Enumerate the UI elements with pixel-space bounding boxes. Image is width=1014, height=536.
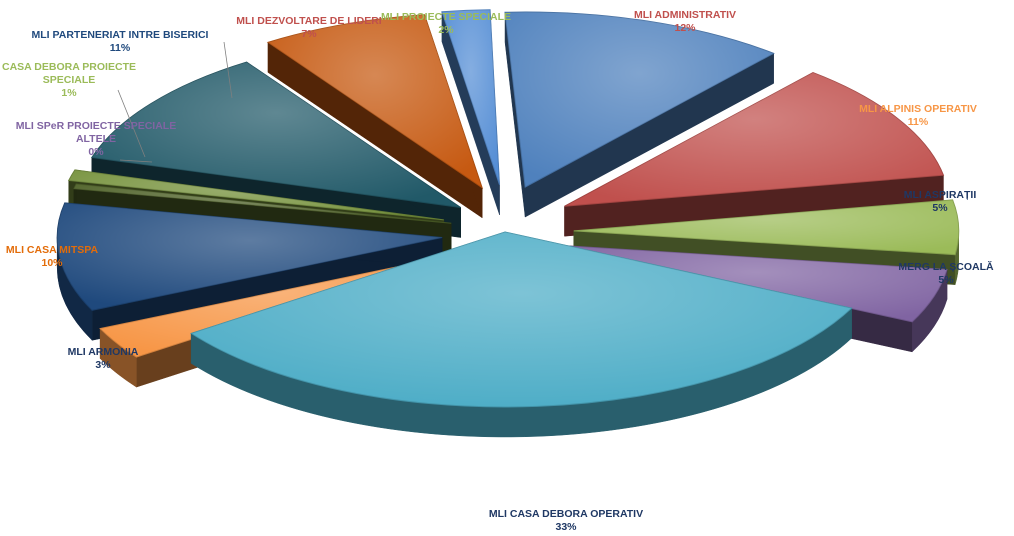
slice-highlight bbox=[564, 72, 944, 207]
slice-percent: 10% bbox=[41, 257, 63, 269]
slice-name: MLI DEZVOLTARE DE LIDERI bbox=[236, 15, 382, 27]
slice-label: MLI DEZVOLTARE DE LIDERI 7% bbox=[236, 15, 382, 40]
slice-percent: 12% bbox=[674, 22, 696, 34]
pie-slice-2 bbox=[564, 72, 945, 237]
slice-highlight bbox=[267, 14, 483, 188]
slice-label: MLI ALPINIS OPERATIV 11% bbox=[859, 103, 977, 128]
pie-slice-11 bbox=[266, 14, 484, 219]
leader-line bbox=[119, 159, 153, 163]
slice-percent: 1% bbox=[61, 87, 77, 99]
slice-label: CASA DEBORA PROIECTE SPECIALE 1% bbox=[2, 61, 136, 99]
slice-name: MLI ARMONIA bbox=[68, 346, 139, 358]
slice-percent: 7% bbox=[301, 28, 317, 40]
slice-name: MLI ALPINIS OPERATIV bbox=[859, 103, 977, 115]
slice-percent: 0% bbox=[88, 146, 104, 158]
slice-name: MLI ASPIRAȚII bbox=[904, 189, 977, 201]
slice-percent: 11% bbox=[110, 42, 131, 54]
slice-name: MLI PARTENERIAT INTRE BISERICI bbox=[32, 29, 209, 41]
slice-name: MERG LA ȘCOALĂ bbox=[898, 260, 994, 273]
slice-percent: 5% bbox=[938, 274, 954, 286]
slice-name: CASA DEBORA PROIECTE bbox=[2, 61, 136, 73]
slice-label: MLI ASPIRAȚII 5% bbox=[904, 189, 977, 214]
slice-highlight bbox=[441, 9, 500, 185]
slice-percent: 5% bbox=[932, 202, 948, 214]
slice-highlight bbox=[565, 245, 947, 322]
slice-percent: 11% bbox=[908, 116, 929, 128]
slice-label: MLI PROIECTE SPECIALE 2% bbox=[381, 11, 511, 36]
slice-label: MLI ARMONIA 3% bbox=[68, 346, 139, 371]
leader-line bbox=[117, 89, 146, 158]
slice-highlight bbox=[573, 199, 959, 255]
slice-name: MLI CASA MITSPA bbox=[6, 244, 99, 256]
pie-slice-12 bbox=[441, 9, 500, 215]
slice-name: ALTELE bbox=[76, 133, 116, 145]
slice-label: MLI SPeR PROIECTE SPECIALE ALTELE 0% bbox=[16, 120, 176, 158]
slice-name: MLI ADMINISTRATIV bbox=[634, 9, 736, 21]
slice-name: MLI CASA DEBORA OPERATIV bbox=[489, 508, 643, 520]
slice-highlight bbox=[68, 169, 444, 220]
slice-label: MERG LA ȘCOALĂ 5% bbox=[898, 260, 994, 286]
slice-label: MLI CASA DEBORA OPERATIV 33% bbox=[489, 508, 643, 533]
leader-line bbox=[223, 41, 233, 99]
slice-label: MLI PARTENERIAT INTRE BISERICI 11% bbox=[32, 29, 209, 54]
slice-percent: 2% bbox=[438, 24, 454, 36]
slice-highlight bbox=[73, 183, 452, 224]
slice-label: MLI CASA MITSPA 10% bbox=[6, 244, 99, 269]
slice-percent: 33% bbox=[555, 521, 577, 533]
slice-name: MLI PROIECTE SPECIALE bbox=[381, 11, 511, 23]
pie-slice-5 bbox=[190, 231, 853, 438]
slice-highlight bbox=[505, 12, 774, 188]
slice-name: SPECIALE bbox=[43, 74, 96, 86]
slice-highlight bbox=[191, 232, 852, 407]
slice-percent: 3% bbox=[95, 359, 111, 371]
slice-highlight bbox=[91, 62, 461, 208]
slice-label: MLI ADMINISTRATIV 12% bbox=[634, 9, 736, 34]
slice-highlight bbox=[57, 202, 443, 311]
slice-name: MLI SPeR PROIECTE SPECIALE bbox=[16, 120, 176, 132]
pie-slice-1 bbox=[504, 11, 775, 218]
